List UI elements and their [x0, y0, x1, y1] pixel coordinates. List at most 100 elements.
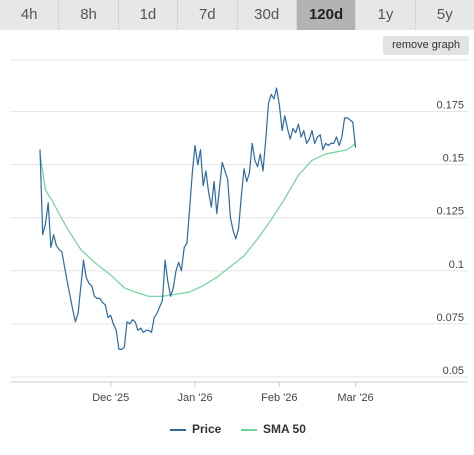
data-point-price: [115, 329, 117, 331]
data-point-price: [181, 270, 182, 272]
data-point-sma-50: [311, 160, 313, 161]
data-point-sma-50: [50, 198, 52, 200]
timeframe-tabs: 4h 8h 1d 7d 30d 120d 1y 5y: [0, 0, 474, 30]
tab-8h[interactable]: 8h: [59, 0, 119, 30]
data-point-price: [208, 191, 210, 193]
data-point-price: [352, 121, 354, 123]
data-point-price: [121, 349, 122, 350]
x-axis-labels: Dec '25 Jan '26 Feb '26 Mar '26: [92, 382, 374, 404]
data-point-sma-50: [298, 174, 299, 176]
data-point-price: [189, 208, 191, 210]
legend-sma-label: SMA 50: [263, 422, 306, 436]
data-point-sma-50: [347, 149, 348, 151]
data-point-price: [221, 162, 223, 163]
data-point-sma-50: [134, 291, 136, 293]
data-point-sma-50: [123, 287, 125, 289]
data-point-price: [219, 187, 220, 189]
chart-legend: Price SMA 50: [0, 420, 474, 438]
data-point-price: [134, 321, 136, 323]
data-point-price: [292, 128, 294, 129]
x-tick-label: Feb '26: [261, 392, 297, 404]
grid-layer: [10, 59, 468, 383]
data-point-price: [39, 149, 41, 151]
legend-sma-swatch: [241, 428, 257, 431]
data-point-price: [319, 134, 321, 136]
data-point-price: [235, 238, 237, 240]
data-point-price: [113, 323, 114, 325]
y-axis-labels: 0.05 0.075 0.1 0.125 0.15 0.175: [436, 100, 464, 378]
data-point-price: [183, 247, 185, 248]
data-point-price: [232, 230, 234, 231]
data-point-price: [186, 242, 188, 244]
data-point-price: [202, 185, 204, 187]
data-point-price: [298, 123, 299, 125]
data-point-price: [42, 234, 44, 236]
data-point-price: [336, 136, 337, 138]
tab-1y[interactable]: 1y: [356, 0, 416, 30]
data-point-price: [53, 234, 54, 236]
data-point-price: [118, 349, 120, 350]
data-point-price: [102, 302, 103, 304]
data-point-price: [145, 329, 147, 331]
data-point-price: [246, 181, 248, 183]
data-point-price: [306, 143, 307, 144]
data-point-price: [300, 136, 302, 138]
data-point-price: [238, 227, 240, 229]
data-point-price: [308, 138, 310, 140]
series-line-sma-50: [39, 142, 356, 297]
tab-120d[interactable]: 120d: [296, 0, 357, 30]
y-tick-label: 0.175: [436, 100, 464, 112]
data-point-price: [289, 138, 291, 140]
data-point-price: [273, 98, 275, 100]
data-point-price: [175, 270, 177, 272]
tab-7d[interactable]: 7d: [178, 0, 238, 30]
data-point-sma-50: [284, 198, 286, 200]
data-point-sma-50: [325, 153, 326, 155]
data-point-price: [170, 295, 172, 297]
data-point-price: [213, 181, 215, 183]
data-point-price: [126, 321, 128, 323]
data-point-price: [205, 170, 207, 172]
data-point-sma-50: [45, 189, 46, 191]
series-line-price: [39, 87, 357, 350]
data-point-price: [47, 202, 49, 204]
tab-5y[interactable]: 5y: [415, 0, 474, 30]
data-point-price: [259, 153, 261, 155]
legend-price[interactable]: Price: [170, 420, 221, 438]
data-point-price: [110, 315, 112, 316]
data-point-price: [107, 317, 109, 318]
data-point-price: [270, 94, 272, 95]
data-point-price: [197, 164, 199, 166]
tab-1d[interactable]: 1d: [118, 0, 179, 30]
data-point-price: [91, 285, 93, 287]
y-tick-label: 0.075: [436, 312, 464, 324]
data-point-price: [75, 321, 76, 323]
data-point-price: [159, 306, 161, 308]
data-point-price: [243, 168, 245, 170]
data-point-price: [162, 300, 163, 301]
tab-4h[interactable]: 4h: [0, 0, 60, 30]
data-point-price: [72, 308, 73, 310]
y-tick-label: 0.125: [436, 206, 464, 218]
data-point-price: [77, 312, 79, 314]
data-point-sma-50: [148, 295, 150, 297]
remove-graph-button[interactable]: remove graph: [383, 36, 469, 55]
data-point-price: [227, 179, 229, 180]
data-point-price: [99, 298, 101, 299]
data-point-price: [137, 329, 139, 331]
data-point-price: [167, 281, 169, 282]
data-point-price: [140, 327, 142, 329]
data-point-price: [211, 206, 212, 208]
data-point-price: [341, 136, 343, 138]
data-point-price: [279, 104, 280, 106]
data-point-price: [254, 160, 256, 161]
legend-sma[interactable]: SMA 50: [241, 420, 306, 438]
data-point-sma-50: [216, 276, 218, 278]
data-point-price: [311, 130, 313, 132]
data-point-price: [240, 196, 242, 197]
tab-30d[interactable]: 30d: [237, 0, 297, 30]
data-point-price: [153, 317, 155, 318]
x-tick-label: Mar '26: [337, 392, 373, 404]
data-point-price: [257, 166, 258, 168]
data-point-price: [333, 143, 335, 144]
